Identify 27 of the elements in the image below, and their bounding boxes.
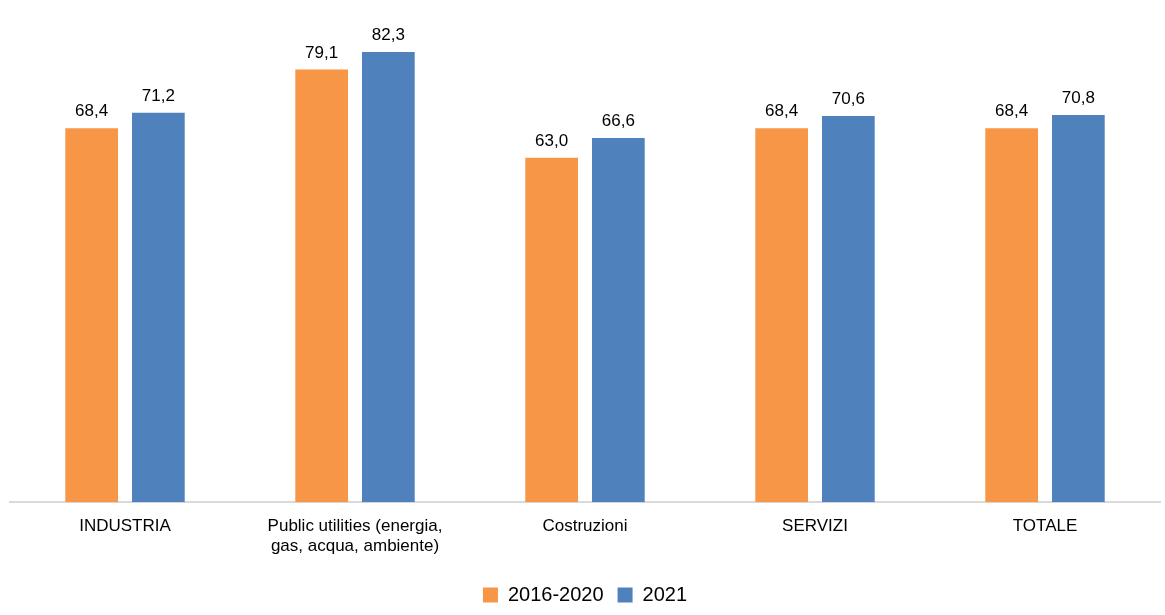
data-label: 66,6 bbox=[601, 111, 635, 131]
bar bbox=[985, 128, 1038, 503]
bar bbox=[295, 69, 348, 503]
legend-label: 2016-2020 bbox=[507, 582, 604, 605]
data-label: 82,3 bbox=[371, 25, 405, 45]
bar bbox=[755, 128, 808, 503]
data-label: 68,4 bbox=[995, 101, 1029, 121]
x-tick-label: Costruzioni bbox=[542, 516, 628, 536]
bar bbox=[525, 157, 578, 503]
bar bbox=[1052, 115, 1105, 503]
data-label: 68,4 bbox=[765, 101, 799, 121]
data-label: 79,1 bbox=[305, 42, 339, 62]
data-label: 70,6 bbox=[831, 89, 865, 109]
data-label: 68,4 bbox=[75, 101, 109, 121]
x-tick-label: INDUSTRIA bbox=[79, 516, 172, 536]
bar bbox=[132, 112, 185, 503]
legend-label: 2021 bbox=[642, 582, 688, 605]
x-tick-label: TOTALE bbox=[1012, 516, 1078, 536]
bar bbox=[592, 137, 645, 503]
bar bbox=[362, 52, 415, 503]
bar bbox=[822, 116, 875, 503]
x-tick-label: Public utilities (energia, gas, acqua, ambiente) bbox=[267, 516, 443, 556]
x-tick-label: SERVIZI bbox=[782, 516, 848, 536]
data-label: 71,2 bbox=[141, 86, 175, 105]
data-label: 70,8 bbox=[1061, 88, 1095, 108]
data-label: 63,0 bbox=[535, 130, 569, 150]
bar bbox=[65, 128, 118, 503]
